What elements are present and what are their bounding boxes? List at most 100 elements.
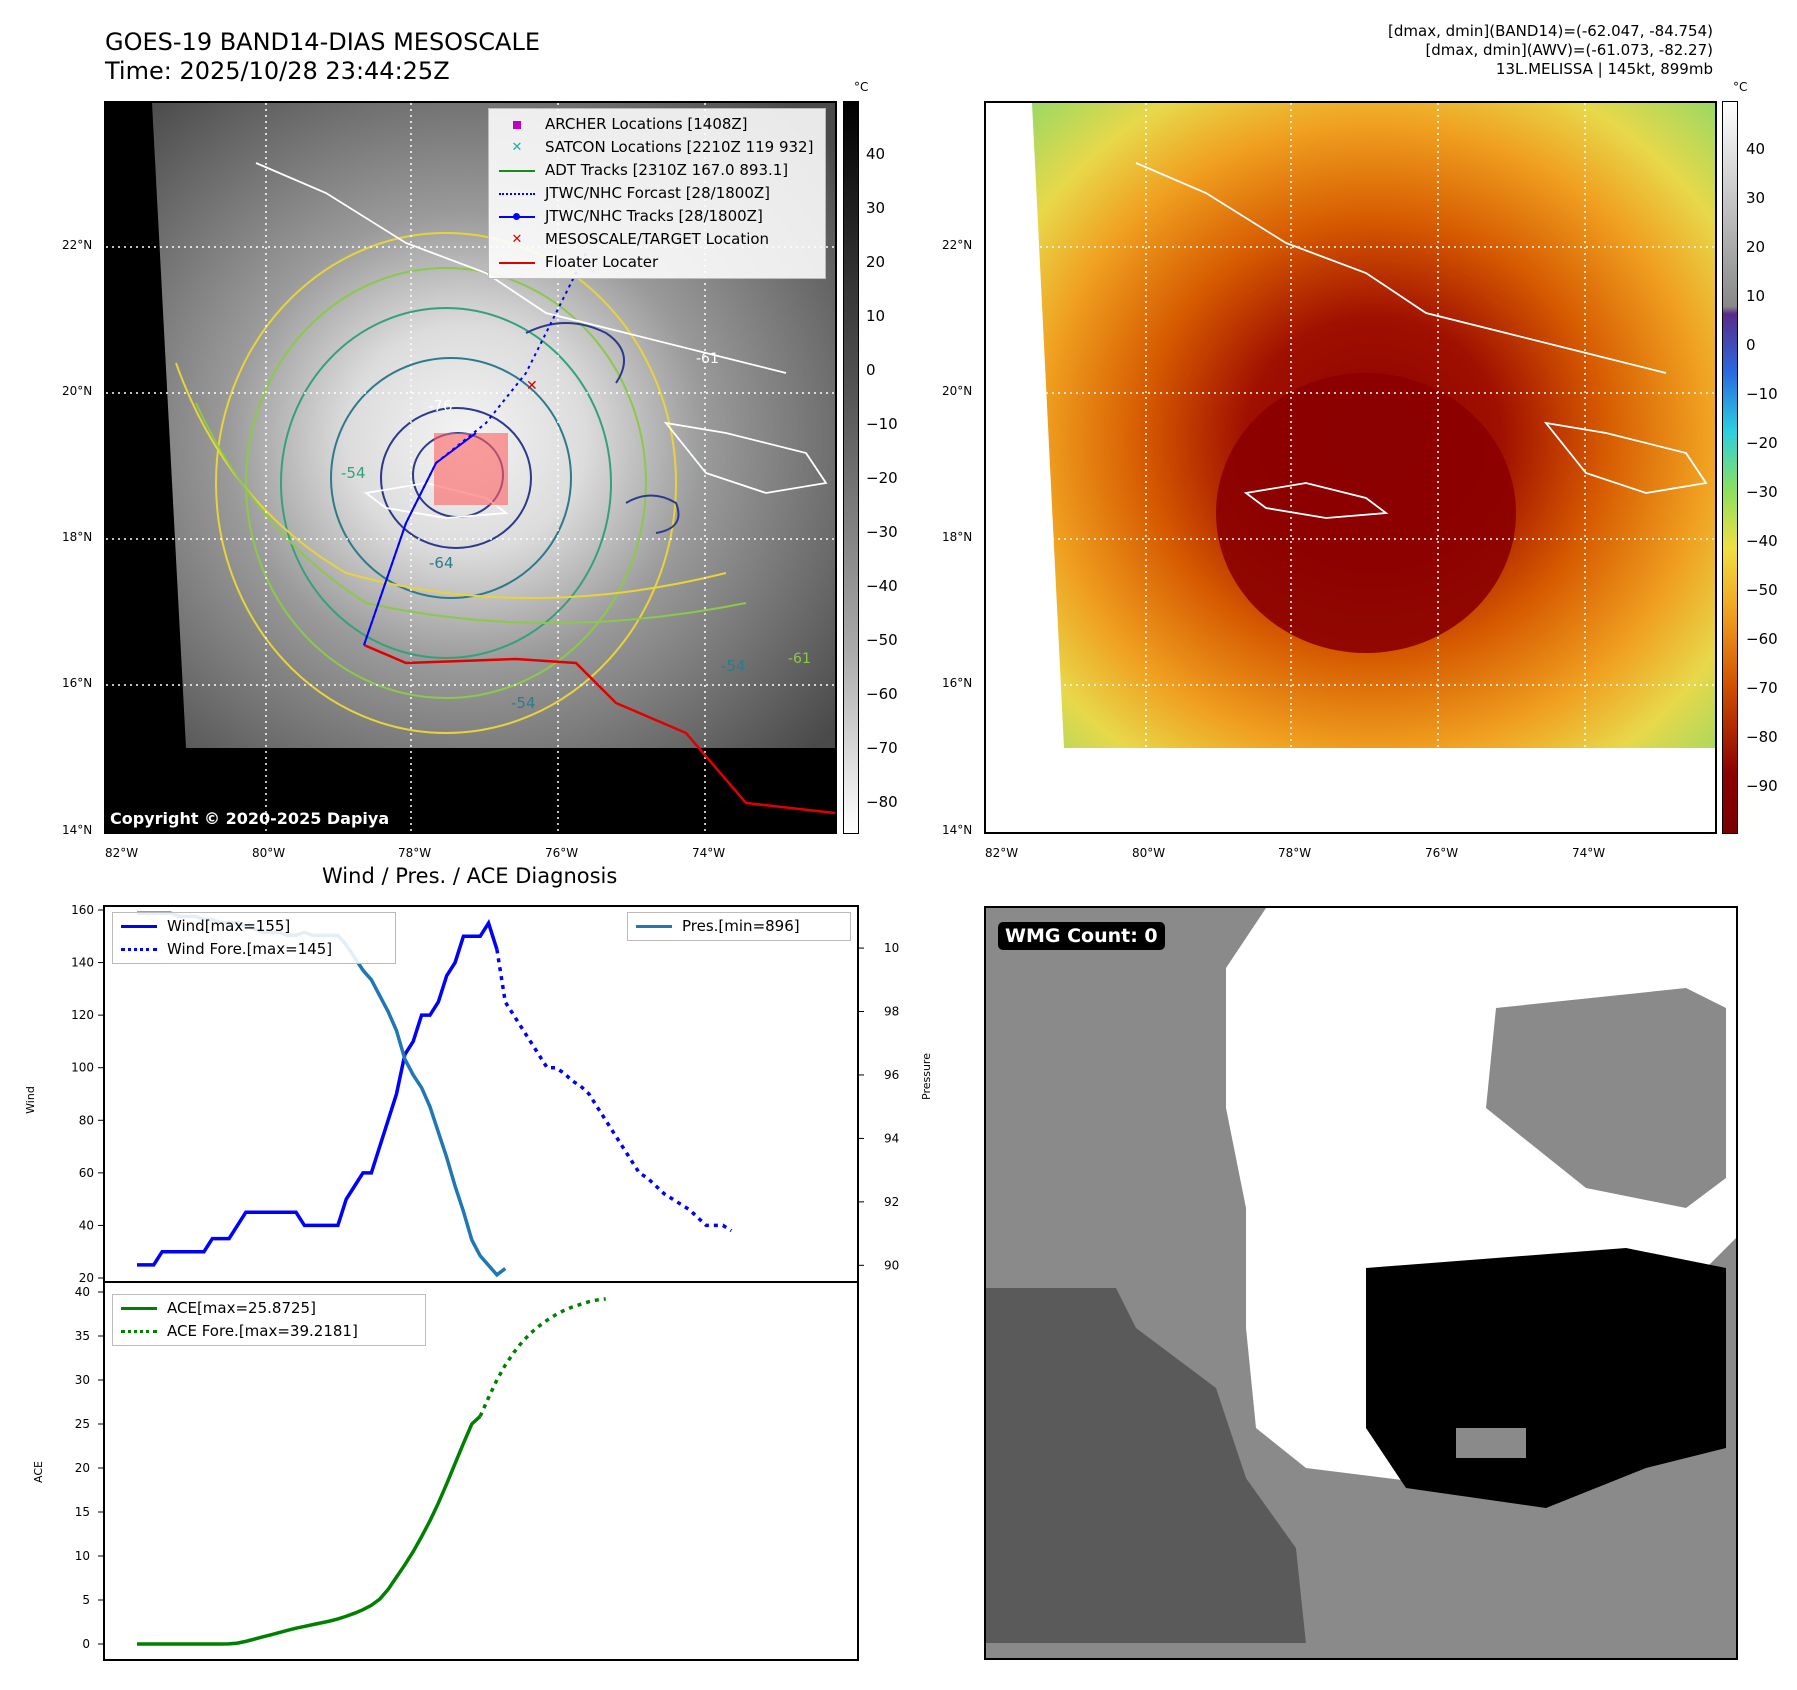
lon-label-82w: 82°W <box>105 846 139 860</box>
pres-ytick-label: 1000 <box>884 941 900 955</box>
legend-forecast: JTWC/NHC Forcast [28/1800Z] <box>497 182 817 205</box>
map-legend: ARCHER Locations [1408Z] ✕ SATCON Locatio… <box>488 108 826 279</box>
wmg-eye-black <box>1366 1248 1726 1508</box>
color-ir-panel <box>984 101 1717 834</box>
contour-label-6: -61 <box>696 351 719 367</box>
ace-ytick-label: 40 <box>75 1285 90 1299</box>
storm-info: 13L.MELISSA | 145kt, 899mb <box>1495 60 1713 78</box>
colorbar-tick: 20 <box>1746 238 1766 256</box>
contour-label-3: -64 <box>429 554 454 572</box>
target-marker: ✕ <box>526 378 538 394</box>
lat-label-14n-2: 14°N <box>942 823 973 837</box>
colorbar-tick: −30 <box>866 523 898 541</box>
contour-label-2: -54 <box>341 464 366 482</box>
pres-legend: Pres.[min=896] <box>627 912 851 941</box>
legend-floater: Floater Locater <box>497 251 817 274</box>
lat-label-16n-2: 16°N <box>942 676 973 690</box>
colorbar-tick: −80 <box>866 793 898 811</box>
wind-ytick-label: 120 <box>71 1008 94 1022</box>
colorbar-tick: −50 <box>866 631 898 649</box>
colorbar-left <box>843 101 859 834</box>
lon-label-76w-2: 76°W <box>1425 846 1459 860</box>
colorbar-left-unit: °C <box>854 80 869 94</box>
lon-label-80w-2: 80°W <box>1132 846 1166 860</box>
wmg-panel: WMG Count: 0 <box>984 906 1738 1660</box>
lon-label-78w: 78°W <box>398 846 432 860</box>
wmg-eye-gray <box>1456 1428 1526 1458</box>
legend-ace-fore: ACE Fore.[max=39.2181] <box>119 1320 419 1343</box>
colorbar-tick: −40 <box>866 577 898 595</box>
pres-ytick-label: 980 <box>884 1005 900 1019</box>
diag-chart: Wind ACE 2040608010012014016090092094096… <box>24 903 900 1661</box>
floater-track <box>363 643 835 815</box>
legend-ace: ACE[max=25.8725] <box>119 1297 419 1320</box>
legend-archer: ARCHER Locations [1408Z] <box>497 113 817 136</box>
wmg-count-badge: WMG Count: 0 <box>998 922 1165 950</box>
legend-satcon: ✕ SATCON Locations [2210Z 119 932] <box>511 138 814 156</box>
lat-label-18n: 18°N <box>62 530 93 544</box>
wind-legend: Wind[max=155] Wind Fore.[max=145] <box>112 912 396 964</box>
ace-line <box>137 1415 482 1646</box>
lat-label-22n: 22°N <box>62 238 93 252</box>
legend-wind-fore: Wind Fore.[max=145] <box>119 938 389 961</box>
ace-ytick-label: 25 <box>75 1417 90 1431</box>
ace-ytick-label: 15 <box>75 1505 90 1519</box>
floater-box <box>434 433 508 505</box>
wind-line <box>137 919 499 1267</box>
colorbar-tick: −50 <box>1746 581 1778 599</box>
coastlines-2 <box>1135 162 1708 519</box>
lon-label-74w-2: 74°W <box>1572 846 1606 860</box>
colorbar-tick: −60 <box>866 685 898 703</box>
contour-label-5: -54 <box>721 657 746 675</box>
cdo-core <box>1216 373 1516 653</box>
wmg-gray-region <box>1486 988 1726 1208</box>
best-track <box>363 432 477 646</box>
wind-ytick-label: 40 <box>79 1218 94 1232</box>
lat-label-16n: 16°N <box>62 676 93 690</box>
ace-ytick-label: 20 <box>75 1461 90 1475</box>
contour-label-1: -76 <box>428 397 453 415</box>
wind-ytick-label: 80 <box>79 1113 94 1127</box>
pres-ytick-label: 940 <box>884 1131 900 1145</box>
lon-label-82w-2: 82°W <box>985 846 1019 860</box>
ace-legend: ACE[max=25.8725] ACE Fore.[max=39.2181] <box>112 1294 426 1346</box>
colorbar-tick: −90 <box>1746 777 1778 795</box>
colorbar-right-unit: °C <box>1733 80 1748 94</box>
ace-ytick-label: 35 <box>75 1329 90 1343</box>
colorbar-tick: −20 <box>1746 434 1778 452</box>
wind-ytick-label: 140 <box>71 956 94 970</box>
wind-ytick-label: 20 <box>79 1271 94 1285</box>
legend-wind: Wind[max=155] <box>119 915 389 938</box>
lon-label-76w: 76°W <box>545 846 579 860</box>
colorbar-tick: 20 <box>866 253 886 271</box>
ace-forecast-line <box>478 1297 606 1418</box>
pres-ytick-label: 920 <box>884 1195 900 1209</box>
colorbar-tick: −10 <box>866 415 898 433</box>
colorbar-right <box>1722 101 1738 834</box>
colorbar-tick: 0 <box>866 361 876 379</box>
colorbar-tick: −70 <box>1746 679 1778 697</box>
pressure-axis-label: Pressure <box>920 1053 933 1100</box>
colorbar-tick: 40 <box>1746 140 1766 158</box>
lat-label-20n: 20°N <box>62 384 93 398</box>
wind-ytick-label: 160 <box>71 903 94 917</box>
colorbar-tick: −30 <box>1746 483 1778 501</box>
wmg-svg <box>986 908 1736 1643</box>
colorbar-tick: 30 <box>1746 189 1766 207</box>
legend-tracks: JTWC/NHC Tracks [28/1800Z] <box>497 205 817 228</box>
color-ir-svg <box>986 103 1715 832</box>
title-line1: GOES-19 BAND14-DIAS MESOSCALE <box>105 28 541 56</box>
lon-label-74w: 74°W <box>692 846 726 860</box>
legend-target: ✕ MESOSCALE/TARGET Location <box>511 230 770 248</box>
colorbar-tick: −20 <box>866 469 898 487</box>
lon-label-78w-2: 78°W <box>1278 846 1312 860</box>
stats-band14: [dmax, dmin](BAND14)=(-62.047, -84.754) <box>1388 22 1713 40</box>
colorbar-tick: 40 <box>866 145 886 163</box>
colorbar-tick: −70 <box>866 739 898 757</box>
ace-ytick-label: 10 <box>75 1549 90 1563</box>
title-line2: Time: 2025/10/28 23:44:25Z <box>105 57 450 85</box>
wmg-mid-region <box>1246 1478 1636 1643</box>
lat-label-22n-2: 22°N <box>942 238 973 252</box>
ace-ytick-label: 30 <box>75 1373 90 1387</box>
colorbar-tick: −40 <box>1746 532 1778 550</box>
